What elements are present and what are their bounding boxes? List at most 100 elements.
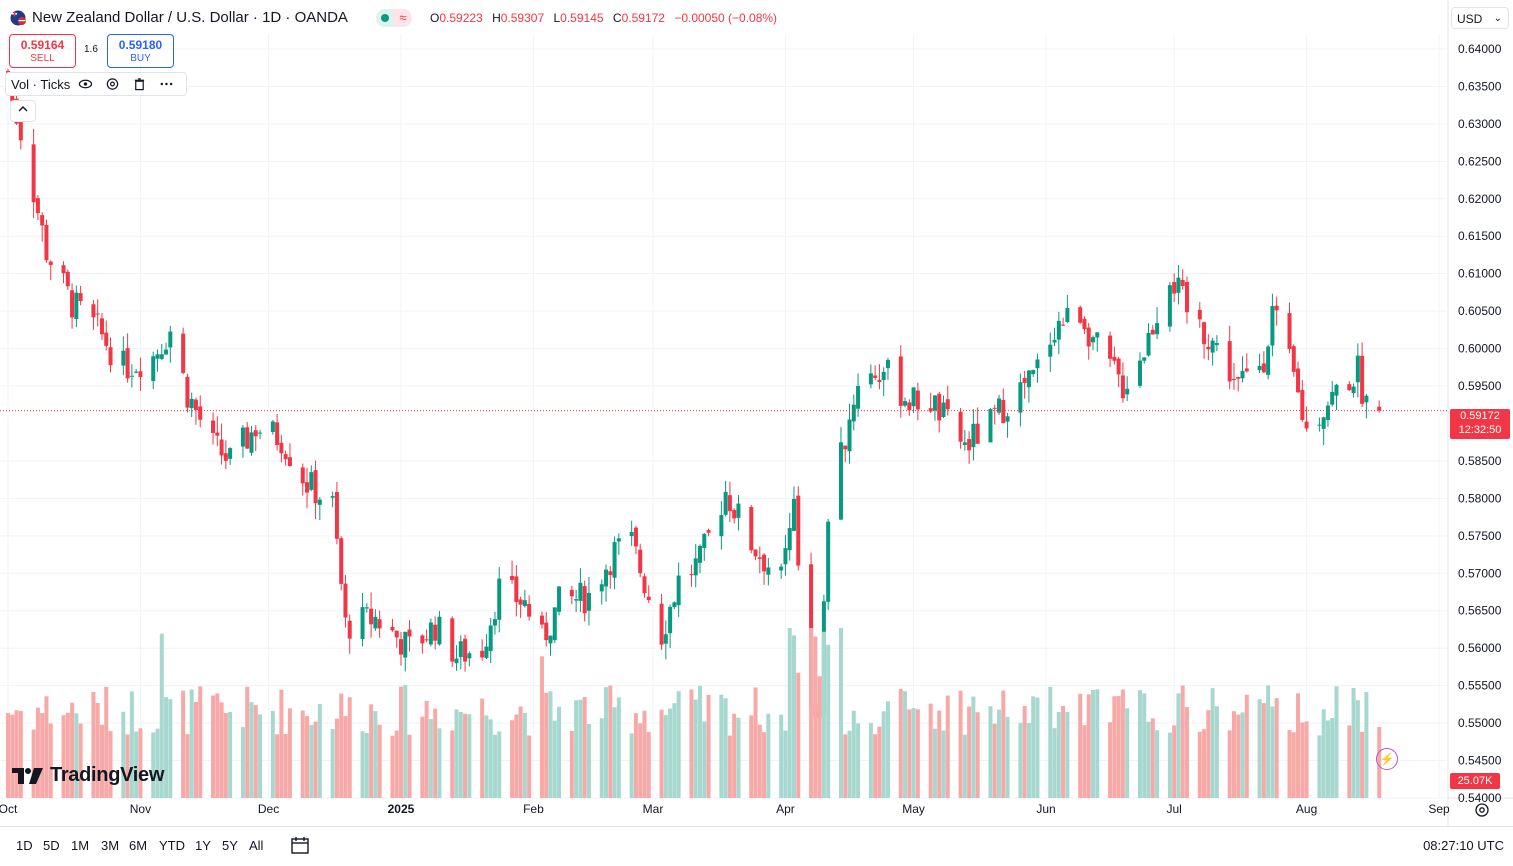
eye-icon[interactable] (78, 76, 93, 92)
volume-bar (1026, 723, 1031, 798)
candle-body (732, 510, 737, 519)
volume-bar (95, 703, 100, 798)
range-5y-button[interactable]: 5Y (222, 838, 238, 853)
volume-bar (407, 734, 412, 798)
range-3m-button[interactable]: 3M (101, 838, 120, 853)
trash-icon[interactable] (132, 76, 147, 92)
price-tick-label: 0.54000 (1458, 791, 1502, 805)
candle-body (582, 586, 587, 614)
candle-body (403, 631, 408, 658)
range-1d-button[interactable]: 1D (16, 838, 33, 853)
candle-body (300, 467, 305, 484)
volume-bar (48, 723, 53, 798)
volume-bar (1095, 689, 1100, 798)
volume-bar (78, 723, 83, 798)
sell-button[interactable]: 0.59164 SELL (9, 34, 76, 68)
volume-bar (578, 699, 583, 798)
candle-body (693, 558, 698, 576)
range-1y-button[interactable]: 1Y (195, 838, 211, 853)
volume-bar (65, 712, 70, 798)
volume-bar (856, 723, 861, 798)
volume-bar (1334, 686, 1339, 798)
candle-body (548, 635, 553, 644)
lightning-icon[interactable]: ⚡ (1376, 748, 1398, 770)
volume-bar (373, 711, 378, 798)
candle-body (360, 607, 365, 640)
candle-body (599, 584, 604, 592)
range-5d-button[interactable]: 5D (43, 838, 60, 853)
candle-body (270, 421, 275, 433)
chart-settings-icon[interactable] (1474, 802, 1490, 818)
range-all-button[interactable]: All (249, 838, 264, 853)
volume-bar (753, 687, 758, 798)
settings-icon[interactable] (105, 76, 120, 92)
candle-body (766, 567, 771, 575)
volume-bar (544, 692, 549, 798)
volume-bar (971, 696, 976, 798)
volume-bar (1116, 696, 1121, 798)
candle-body (467, 653, 472, 659)
volume-indicator-legend[interactable]: Vol · Ticks (5, 72, 187, 96)
candle-body (1184, 281, 1189, 313)
candle-body (1065, 308, 1070, 323)
range-1m-button[interactable]: 1M (71, 838, 90, 853)
volume-bar (480, 698, 485, 798)
volume-bar (796, 672, 801, 798)
utc-clock[interactable]: 08:27:10 UTC (1423, 838, 1504, 853)
price-tick-label: 0.61500 (1458, 229, 1502, 243)
volume-bar (134, 731, 139, 798)
price-tick-label: 0.64000 (1458, 42, 1502, 56)
volume-bar (668, 708, 673, 798)
candle-body (454, 658, 459, 664)
candle-body (1257, 366, 1262, 371)
calendar-icon[interactable] (290, 835, 310, 855)
candle-body (1120, 375, 1125, 399)
volume-bar (1078, 693, 1083, 798)
candle-body (881, 371, 886, 380)
range-6m-button[interactable]: 6M (129, 838, 148, 853)
candle-body (134, 371, 139, 373)
collapse-legend-button[interactable] (10, 100, 36, 122)
candle-body (1202, 322, 1207, 345)
volume-bar (826, 644, 831, 798)
volume-bar (497, 731, 502, 798)
buy-button[interactable]: 0.59180 BUY (107, 34, 174, 68)
tradingview-logo[interactable]: TradingView (12, 764, 164, 787)
currency-select[interactable]: USD ⌄ (1451, 7, 1509, 29)
volume-bar (877, 726, 882, 798)
wave-icon[interactable]: ≈ (394, 9, 412, 27)
candle-body (975, 423, 980, 444)
volume-bar (1236, 714, 1241, 798)
more-icon[interactable] (159, 76, 174, 92)
market-open-icon[interactable] (376, 9, 394, 27)
volume-bar (44, 696, 49, 798)
candle-body (283, 454, 288, 460)
volume-bar (1321, 709, 1326, 798)
volume-value-tag: 25.07K (1450, 773, 1500, 789)
symbol-title[interactable]: New Zealand Dollar / U.S. Dollar · 1D · … (32, 9, 348, 26)
candle-body (78, 293, 83, 301)
volume-bar (873, 734, 878, 798)
volume-bar (1240, 712, 1245, 798)
candle-body (967, 439, 972, 451)
candle-body (198, 406, 203, 420)
candle-body (458, 641, 463, 658)
range-ytd-button[interactable]: YTD (159, 838, 185, 853)
price-tick-label: 0.58500 (1458, 454, 1502, 468)
currency-value: USD (1457, 12, 1483, 26)
volume-bar (1108, 722, 1113, 798)
status-group[interactable]: ≈ (376, 9, 412, 27)
volume-bar (1155, 730, 1160, 798)
candle-body (915, 390, 920, 410)
volume-bar (1291, 732, 1296, 798)
candle-body (851, 404, 856, 422)
candle-body (40, 215, 45, 226)
candle-body (1082, 318, 1087, 330)
indicator-label[interactable]: Vol · Ticks (11, 76, 71, 92)
candle-body (659, 603, 664, 645)
price-tick-label: 0.63000 (1458, 117, 1502, 131)
volume-bar (129, 691, 134, 798)
time-tick-label: Jul (1166, 802, 1181, 816)
volume-bar (1325, 720, 1330, 798)
